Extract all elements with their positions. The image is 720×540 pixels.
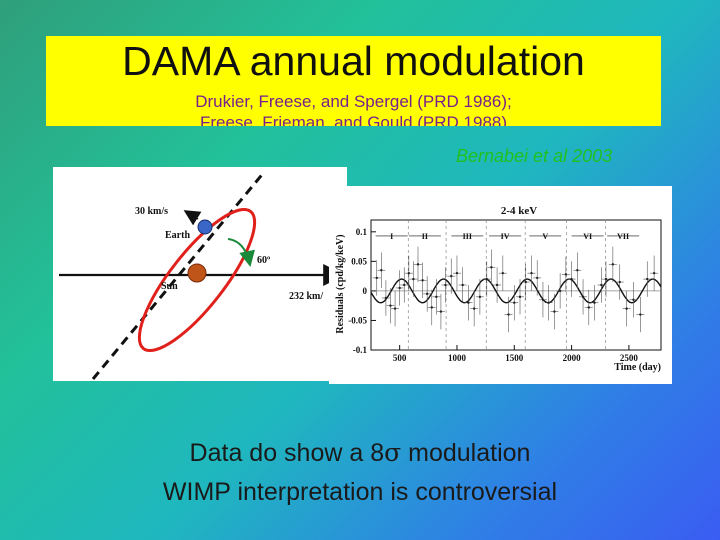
data-point: [430, 306, 433, 309]
plot-frame: [370, 219, 662, 351]
conclusion-line-2: WIMP interpretation is controversial: [162, 478, 558, 506]
conclusion-line-1: Data do show a 8σ modulation: [0, 438, 720, 468]
y-tick-label: -0.05: [348, 315, 367, 325]
data-point: [472, 307, 476, 310]
citation-label: Bernabei et al 2003: [456, 146, 613, 166]
sun-icon: [187, 263, 207, 283]
period-label: III: [463, 232, 472, 241]
data-point: [444, 283, 447, 287]
data-point: [652, 271, 656, 275]
data-point: [380, 269, 383, 272]
data-point: [398, 286, 401, 290]
conclusion-line-1-end: modulation: [401, 439, 531, 467]
data-point: [421, 279, 424, 282]
data-point: [455, 271, 459, 275]
sun-speed-label: 232 km/: [289, 291, 323, 302]
data-point: [530, 271, 533, 275]
data-point: [435, 295, 438, 299]
data-point: [611, 263, 615, 266]
x-tick-label: 1500: [505, 353, 524, 363]
conclusion-line-1-start: Data do show a 8: [189, 439, 385, 467]
data-point: [407, 271, 411, 275]
reference-line-2: Freese, Frieman, and Gould (PRD 1988): [199, 113, 508, 126]
x-tick-label: 1000: [448, 353, 467, 363]
x-tick-label: 2000: [563, 353, 582, 363]
period-label: V: [542, 232, 548, 241]
residuals-chart-svg: 2-4 keV Residuals (cpd/kg/keV) Time (day…: [335, 205, 662, 373]
residuals-chart: 2-4 keV Residuals (cpd/kg/keV) Time (day…: [329, 186, 672, 384]
data-point: [587, 306, 590, 309]
data-point: [450, 274, 453, 278]
data-point: [375, 276, 378, 280]
data-point: [600, 283, 603, 287]
data-point: [490, 266, 493, 269]
data-point: [570, 277, 573, 281]
data-point: [625, 307, 628, 310]
earth-label: Earth: [165, 230, 190, 241]
earth-orbit-ellipse: [137, 207, 257, 353]
period-label: I: [390, 232, 393, 241]
y-tick-label: -0.1: [353, 345, 368, 355]
earth-speed-label: 30 km/s: [135, 206, 168, 217]
data-point: [412, 277, 415, 281]
angle-label: 60º: [257, 255, 271, 266]
period-label: II: [422, 232, 428, 241]
chart-title: 2-4 keV: [501, 205, 537, 217]
angle-arc: [227, 238, 255, 267]
data-point: [467, 301, 470, 304]
data-point: [541, 298, 545, 301]
data-point: [547, 301, 550, 304]
y-tick-label: 0.1: [356, 227, 368, 237]
data-point: [485, 277, 488, 281]
orbit-diagram: 30 km/s Earth 60º Sun 232 km/: [59, 170, 346, 380]
chart-x-label: Time (day): [614, 362, 661, 373]
data-point: [461, 283, 464, 287]
data-point: [384, 296, 388, 300]
period-label: VI: [583, 232, 592, 241]
data-point: [593, 301, 596, 304]
sigma-symbol: σ: [384, 438, 402, 467]
chart-y-label: Residuals (cpd/kg/keV): [335, 234, 346, 333]
data-point: [425, 292, 429, 296]
period-label: IV: [501, 232, 510, 241]
data-point: [439, 310, 443, 313]
data-point: [501, 271, 505, 275]
earth-velocity-arrow: [183, 210, 202, 226]
data-point: [632, 298, 635, 301]
period-label: VII: [617, 232, 629, 241]
data-point: [646, 277, 649, 281]
orbit-figure: 30 km/s Earth 60º Sun 232 km/: [53, 167, 347, 381]
slide-title: DAMA annual modulation: [122, 38, 585, 84]
sun-label: Sun: [161, 281, 178, 292]
data-point: [403, 283, 406, 287]
data-point: [495, 283, 499, 287]
data-point: [393, 307, 397, 310]
data-point: [618, 280, 621, 284]
data-point: [576, 269, 579, 272]
data-point: [564, 273, 568, 276]
data-point: [639, 313, 642, 316]
data-point: [553, 310, 556, 313]
data-point: [604, 277, 608, 281]
data-point: [513, 301, 516, 304]
data-point: [518, 295, 522, 299]
x-tick-label: 2500: [620, 353, 639, 363]
data-point: [389, 304, 392, 307]
data-point: [507, 313, 510, 316]
y-tick-label: 0.05: [351, 256, 367, 266]
data-point: [416, 263, 420, 266]
data-point: [581, 295, 585, 299]
reference-line-1: Drukier, Freese, and Spergel (PRD 1986);: [195, 92, 512, 111]
earth-icon: [197, 219, 213, 235]
x-tick-label: 500: [393, 353, 407, 363]
data-point: [524, 280, 527, 284]
data-point: [536, 276, 539, 280]
data-point: [558, 289, 562, 293]
y-tick-label: 0: [363, 286, 368, 296]
data-point: [478, 295, 482, 299]
title-box: DAMA annual modulation Drukier, Freese, …: [46, 36, 661, 126]
